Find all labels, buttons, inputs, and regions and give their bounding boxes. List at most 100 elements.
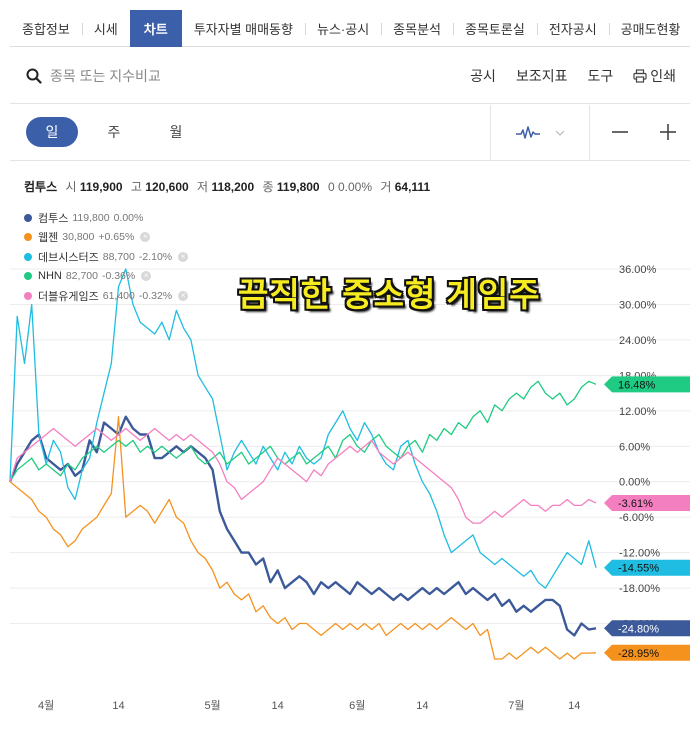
zoom-controls [608,119,680,145]
series-line [9,380,597,483]
top-nav: 종합정보 시세 차트 투자자별 매매동향 뉴스·공시 종목분석 종목토론실 전자공시 공매도현황 [10,9,693,47]
tab-0[interactable]: 종합정보 [22,21,70,37]
zoom-out-button[interactable] [608,119,632,145]
open-value: 119,900 [79,180,123,194]
search-icon[interactable] [26,68,42,84]
period-button-0[interactable]: 일 [26,117,78,147]
series-line [8,415,597,637]
x-tick-label: 5월 [204,699,220,712]
quote-stock-name: 컴투스 [24,180,58,194]
legend-item[interactable]: 데브시스터즈 88,700 -2.10% × [24,247,189,267]
legend-item[interactable]: 컴투스 119,800 0.00% [24,208,188,228]
end-value-label: -28.95% [618,648,659,660]
x-tick-label: 14 [416,700,428,712]
end-value-tag [604,559,690,576]
legend-item[interactable]: NHN 82,700 -0.36% × [24,267,188,287]
legend-value: 30,800 [62,231,95,244]
open-label: 시 [65,180,77,194]
legend-value: 61,400 [102,289,135,302]
legend-name: 데브시스터즈 [38,251,99,264]
disclosure-button[interactable]: 공시 [470,68,496,84]
legend-color-dot [24,213,32,222]
legend-name: 더블유게임즈 [38,290,99,303]
close-value: 119,800 [276,180,320,194]
y-tick-label: 36.00% [619,264,657,276]
print-button[interactable]: 인쇄 [633,66,676,86]
close-label: 종 [262,180,274,194]
chart-type-selector[interactable] [490,105,590,161]
tab-1[interactable]: 시세 [81,10,130,47]
end-value-label: 16.48% [618,379,656,391]
search-input[interactable] [50,67,290,84]
minus-icon [612,131,628,133]
plus-icon [660,124,676,140]
tab-2[interactable]: 차트 [129,9,182,47]
legend-change: -0.36% [101,270,136,283]
stock-compare-search [26,67,290,84]
x-tick-label: 14 [272,700,284,712]
high-label: 고 [130,180,142,194]
period-button-2[interactable]: 월 [169,124,183,140]
end-value-label: -24.80% [618,623,659,635]
change-value: 0 0.00% [327,180,372,194]
tools-button[interactable]: 도구 [587,68,614,84]
remove-series-icon[interactable]: × [141,271,152,282]
legend-color-dot [24,233,32,242]
legend-value: 119,800 [72,211,110,224]
low-value: 118,200 [211,180,255,194]
y-tick-label: 12.00% [619,406,657,418]
tab-5[interactable]: 종목분석 [381,10,453,47]
y-tick-label: 0.00% [619,477,650,489]
x-tick-label: 6월 [349,699,365,712]
series-line [9,416,597,660]
legend-name: NHN [38,270,62,283]
y-tick-label: -6.00% [619,512,654,524]
legend-change: +0.65% [98,231,135,244]
chart-toolbar: 공시 보조지표 도구 인쇄 [10,48,690,104]
y-tick-label: -12.00% [619,548,660,560]
remove-series-icon[interactable]: × [178,290,189,301]
tab-4[interactable]: 뉴스·공시 [304,10,381,47]
legend-item[interactable]: 더블유게임즈 61,400 -0.32% × [24,286,189,306]
zoom-in-button[interactable] [656,119,680,145]
quote-line: 컴투스 시 119,900 고 120,600 저 118,200 종 119,… [24,178,430,195]
legend-color-dot [24,252,32,261]
end-value-tag [604,620,690,637]
y-tick-label: 24.00% [619,335,657,347]
end-value-tag [604,495,690,512]
end-value-label: -14.55% [618,563,659,575]
end-value-label: -3.61% [618,498,653,510]
line-chart-icon [516,126,540,139]
legend-change: 0.00% [113,211,144,224]
series-legend: 컴투스 119,800 0.00% 웹젠 30,800 +0.65% × 데브시스터즈 88,7… [24,208,189,306]
legend-color-dot [24,291,32,300]
tool-links: 공시 보조지표 도구 인쇄 [470,48,676,104]
chevron-down-icon [555,130,565,136]
legend-name: 컴투스 [38,212,69,225]
legend-value: 82,700 [65,270,98,283]
remove-series-icon[interactable]: × [140,232,151,243]
series-line [9,427,597,524]
y-tick-label: -18.00% [619,583,660,595]
legend-value: 88,700 [102,250,135,263]
y-tick-label: 6.00% [619,441,650,453]
x-tick-label: 4월 [38,699,54,712]
legend-color-dot [24,272,32,281]
x-tick-label: 14 [112,700,124,712]
tab-6[interactable]: 종목토론실 [453,10,537,47]
tab-8[interactable]: 공매도현황 [608,10,693,47]
legend-item[interactable]: 웹젠 30,800 +0.65% × [24,228,188,248]
tab-3[interactable]: 투자자별 매매동향 [193,21,293,37]
volume-value: 64,111 [394,180,431,194]
high-value: 120,600 [145,180,189,194]
legend-change: -0.32% [138,289,173,302]
tab-7[interactable]: 전자공시 [536,10,609,47]
period-button-1[interactable]: 주 [107,124,121,140]
remove-series-icon[interactable]: × [178,251,189,262]
legend-change: -2.10% [138,250,173,263]
print-label: 인쇄 [650,68,676,84]
end-value-tag [604,644,690,661]
indicators-button[interactable]: 보조지표 [515,68,568,84]
